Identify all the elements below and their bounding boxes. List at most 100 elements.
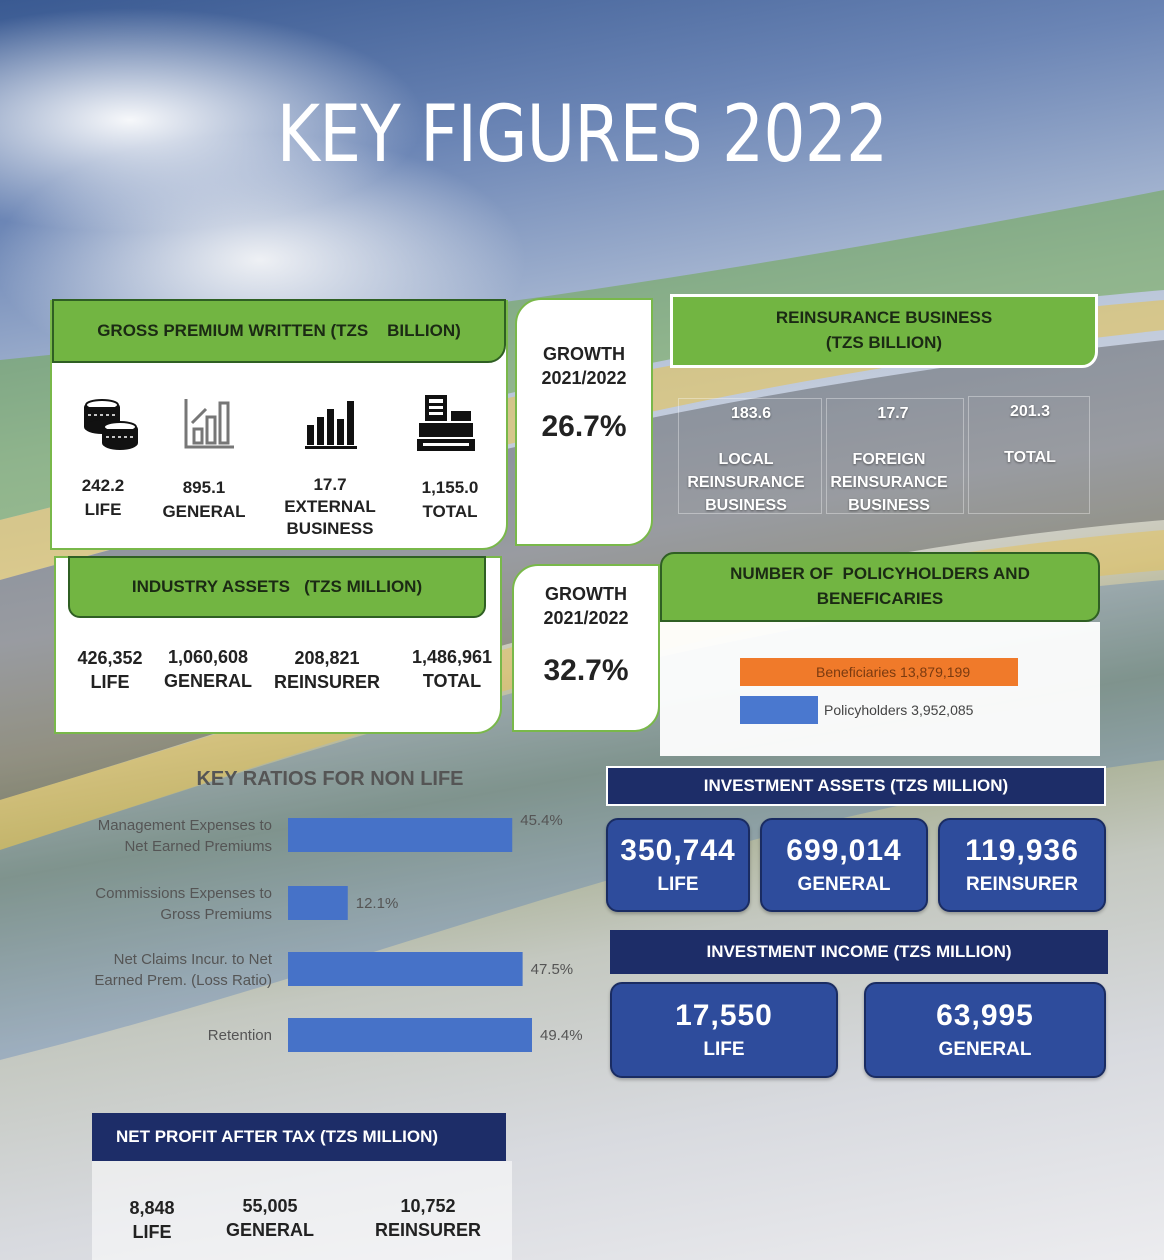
bar-chart-icon bbox=[182, 395, 238, 451]
investment-income-header-text: INVESTMENT INCOME (TZS MILLION) bbox=[706, 942, 1012, 961]
figure-value: 10,752 bbox=[400, 1196, 456, 1216]
growth-premium-card: GROWTH 2021/2022 26.7% bbox=[515, 298, 653, 546]
growth-chart-icon bbox=[303, 395, 359, 451]
ratio-bar bbox=[288, 886, 348, 920]
ratio-category-label: Management Expenses to bbox=[98, 817, 272, 834]
net-profit-panel bbox=[92, 1161, 512, 1260]
bar-policyholders bbox=[740, 696, 818, 724]
growth-value: 26.7% bbox=[541, 410, 627, 443]
ratio-category-label: Gross Premiums bbox=[160, 906, 272, 923]
bar-label: Beneficiaries 13,879,199 bbox=[816, 664, 970, 680]
ratio-bar bbox=[288, 1018, 532, 1052]
gross-premium-general: 895.1 GENERAL bbox=[158, 476, 250, 524]
reinsurance-frame-3 bbox=[968, 396, 1090, 514]
reinsurance-frame-2 bbox=[826, 398, 964, 514]
bar-label: Policyholders 3,952,085 bbox=[824, 702, 974, 718]
reinsurance-foreign-value: 17.7 bbox=[877, 405, 909, 422]
bar-beneficiaries bbox=[740, 658, 1018, 686]
growth-period: 2021/2022 bbox=[543, 608, 629, 628]
figure-label: REINSURER bbox=[966, 874, 1078, 895]
gross-premium-header-text: GROSS PREMIUM WRITTEN (TZS BILLION) bbox=[97, 320, 461, 340]
figure-label: LIFE bbox=[657, 874, 699, 895]
figure-value: 17,550 bbox=[675, 999, 773, 1032]
figure-value: 242.2 bbox=[81, 476, 125, 495]
reinsurance-frame-1 bbox=[678, 398, 822, 514]
figure-value: 119,936 bbox=[965, 834, 1079, 867]
net-profit-header-text: NET PROFIT AFTER TAX (TZS MILLION) bbox=[116, 1127, 439, 1146]
industry-assets-header: INDUSTRY ASSETS (TZS MILLION) bbox=[68, 556, 486, 618]
cash-register-icon bbox=[415, 393, 477, 453]
figure-value: 350,744 bbox=[620, 834, 736, 867]
figure-label: GENERAL bbox=[163, 671, 252, 691]
policyholders-header-line2: BENEFICARIES bbox=[816, 589, 944, 608]
investment-assets-reinsurer: 119,936 REINSURER bbox=[938, 818, 1106, 912]
figure-label: REINSURER bbox=[273, 672, 380, 692]
figure-value: 1,486,961 bbox=[411, 647, 493, 667]
figure-value: 895.1 bbox=[182, 478, 226, 497]
figure-label: LIFE bbox=[84, 500, 122, 519]
investment-assets-header-text: INVESTMENT ASSETS (TZS MILLION) bbox=[703, 776, 1009, 795]
figure-label: GENERAL bbox=[938, 1039, 1032, 1060]
figure-label: GENERAL bbox=[225, 1220, 314, 1240]
policyholders-chart: Beneficiaries 13,879,199 Policyholders 3,… bbox=[740, 658, 1018, 724]
growth-value: 32.7% bbox=[543, 654, 629, 687]
ratio-value-label: 45.4% bbox=[520, 812, 563, 829]
gross-premium-external: 17.7 EXTERNAL BUSINESS bbox=[272, 474, 388, 540]
policyholders-chart-area bbox=[660, 622, 1100, 756]
policyholders-header-line1: NUMBER OF POLICYHOLDERS AND bbox=[730, 564, 1030, 584]
reinsurance-header-line1: REINSURANCE BUSINESS bbox=[775, 308, 993, 328]
key-ratios-title: KEY RATIOS FOR NON LIFE bbox=[196, 768, 464, 790]
figure-label: LIFE bbox=[132, 1222, 172, 1242]
label-line: REINSURANCE bbox=[687, 474, 805, 491]
industry-assets-life: 426,352 LIFE bbox=[64, 646, 156, 694]
net-profit-reinsurer: 10,752 REINSURER bbox=[370, 1194, 486, 1242]
ratio-category-label: Net Earned Premiums bbox=[124, 838, 272, 855]
gross-premium-header: GROSS PREMIUM WRITTEN (TZS BILLION) bbox=[52, 299, 506, 363]
figure-value: 426,352 bbox=[77, 648, 143, 668]
gross-premium-total: 1,155.0 TOTAL bbox=[400, 476, 500, 524]
figure-value: 63,995 bbox=[936, 999, 1034, 1032]
industry-assets-header-text: INDUSTRY ASSETS (TZS MILLION) bbox=[131, 576, 423, 596]
reinsurance-local-label: LOCAL REINSURANCE BUSINESS bbox=[680, 448, 812, 517]
ratio-value-label: 12.1% bbox=[356, 895, 399, 912]
ratio-bar bbox=[288, 952, 523, 986]
reinsurance-local-value: 183.6 bbox=[730, 405, 772, 422]
reinsurance-foreign-label: FOREIGN REINSURANCE BUSINESS bbox=[822, 448, 956, 517]
net-profit-header: NET PROFIT AFTER TAX (TZS MILLION) bbox=[92, 1113, 506, 1161]
page-title: KEY FIGURES 2022 bbox=[276, 90, 889, 180]
label-line: FOREIGN bbox=[852, 451, 926, 468]
label-line: BUSINESS bbox=[705, 497, 787, 514]
key-ratios-chart: Management Expenses to Net Earned Premium… bbox=[94, 812, 583, 1052]
net-profit-general: 55,005 GENERAL bbox=[222, 1194, 318, 1242]
figure-value: 17.7 bbox=[313, 475, 347, 494]
net-profit-life: 8,848 LIFE bbox=[112, 1196, 192, 1244]
ratio-value-label: 47.5% bbox=[531, 961, 574, 978]
ratio-category-label: Earned Prem. (Loss Ratio) bbox=[94, 972, 272, 989]
industry-assets-reinsurer: 208,821 REINSURER bbox=[270, 646, 384, 694]
investment-assets-general: 699,014 GENERAL bbox=[760, 818, 928, 912]
investment-income-header: INVESTMENT INCOME (TZS MILLION) bbox=[610, 930, 1108, 974]
industry-assets-general: 1,060,608 GENERAL bbox=[156, 645, 260, 693]
figure-label: GENERAL bbox=[162, 502, 246, 521]
figure-value: 8,848 bbox=[129, 1198, 175, 1218]
industry-assets-total: 1,486,961 TOTAL bbox=[404, 645, 500, 693]
reinsurance-header-line2: (TZS BILLION) bbox=[825, 333, 943, 352]
policyholders-header: NUMBER OF POLICYHOLDERS AND BENEFICARIES bbox=[660, 552, 1100, 622]
investment-assets-life: 350,744 LIFE bbox=[606, 818, 750, 912]
gross-premium-life: 242.2 LIFE bbox=[60, 474, 146, 522]
investment-assets-header: INVESTMENT ASSETS (TZS MILLION) bbox=[606, 766, 1106, 806]
figure-label: REINSURER bbox=[374, 1220, 481, 1240]
label-line: TOTAL bbox=[1004, 449, 1056, 466]
growth-label: GROWTH bbox=[543, 344, 625, 364]
growth-period: 2021/2022 bbox=[541, 368, 627, 388]
figure-label: TOTAL bbox=[422, 671, 482, 691]
figure-label: GENERAL bbox=[797, 874, 891, 895]
figure-label: LIFE bbox=[703, 1039, 745, 1060]
figure-value: 1,155.0 bbox=[421, 478, 479, 497]
label-line: LOCAL bbox=[718, 451, 774, 468]
growth-assets-card: GROWTH 2021/2022 32.7% bbox=[512, 564, 660, 732]
ratio-category-label: Retention bbox=[208, 1027, 272, 1044]
coins-icon bbox=[80, 393, 140, 453]
figure-value: 208,821 bbox=[294, 648, 360, 668]
label-line: BUSINESS bbox=[848, 497, 930, 514]
